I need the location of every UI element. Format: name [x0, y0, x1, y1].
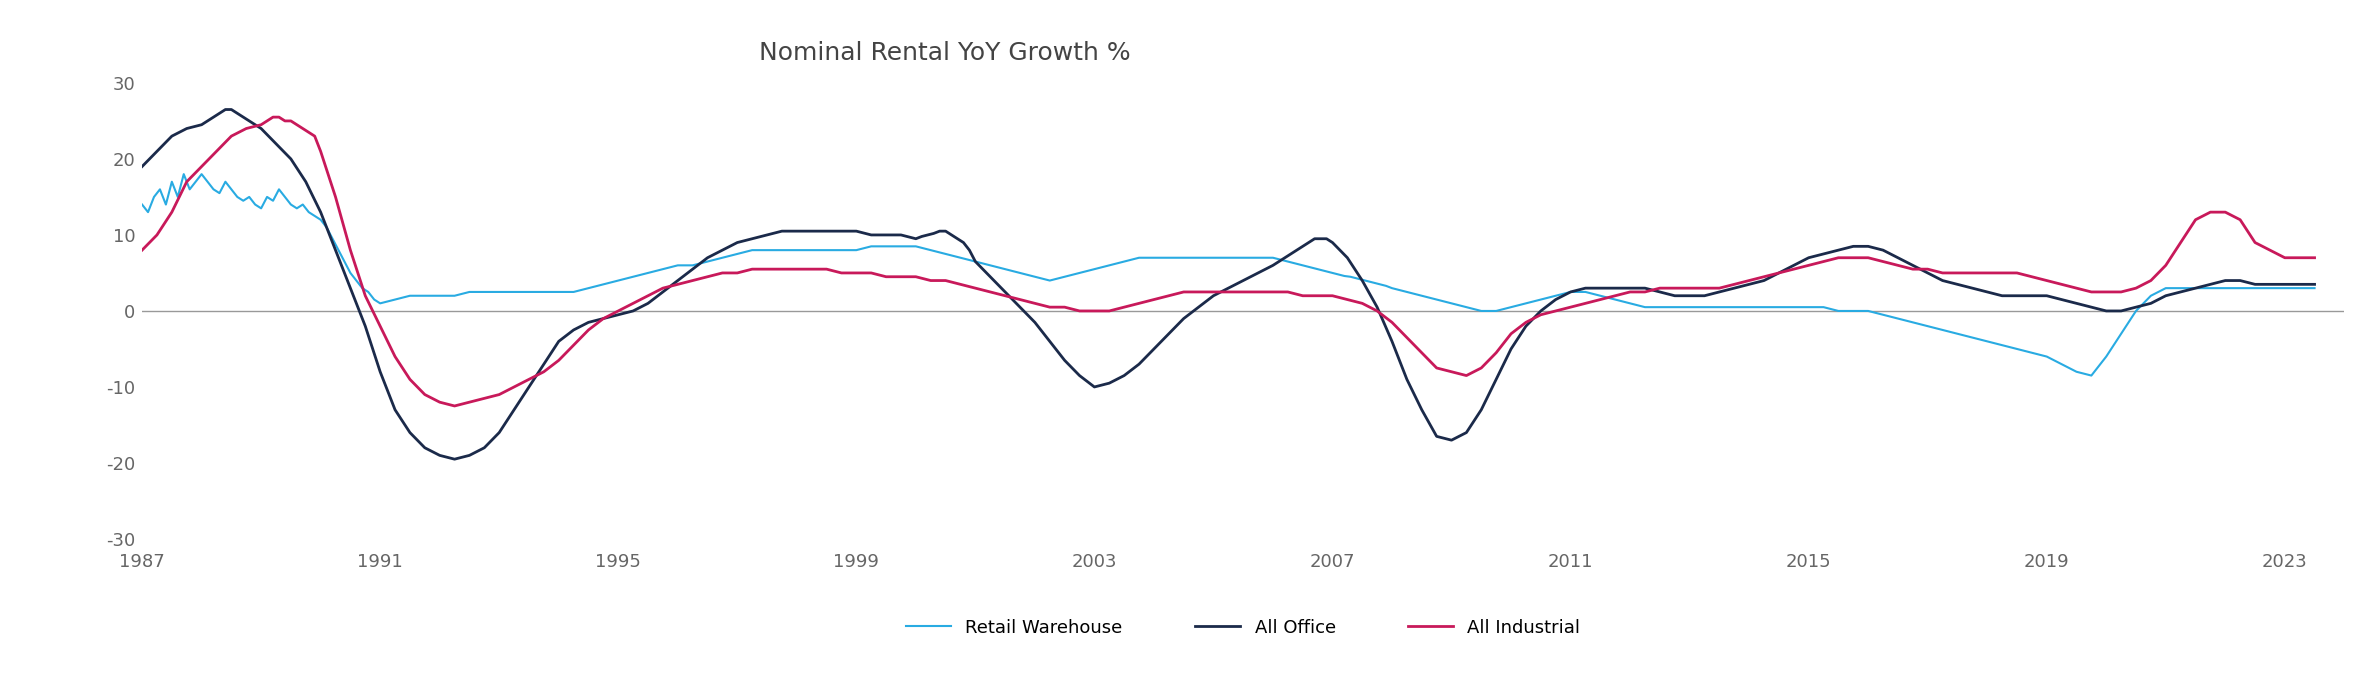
Legend: Retail Warehouse, All Office, All Industrial: Retail Warehouse, All Office, All Indust…	[900, 612, 1587, 644]
Text: Nominal Rental YoY Growth %: Nominal Rental YoY Growth %	[758, 41, 1130, 65]
